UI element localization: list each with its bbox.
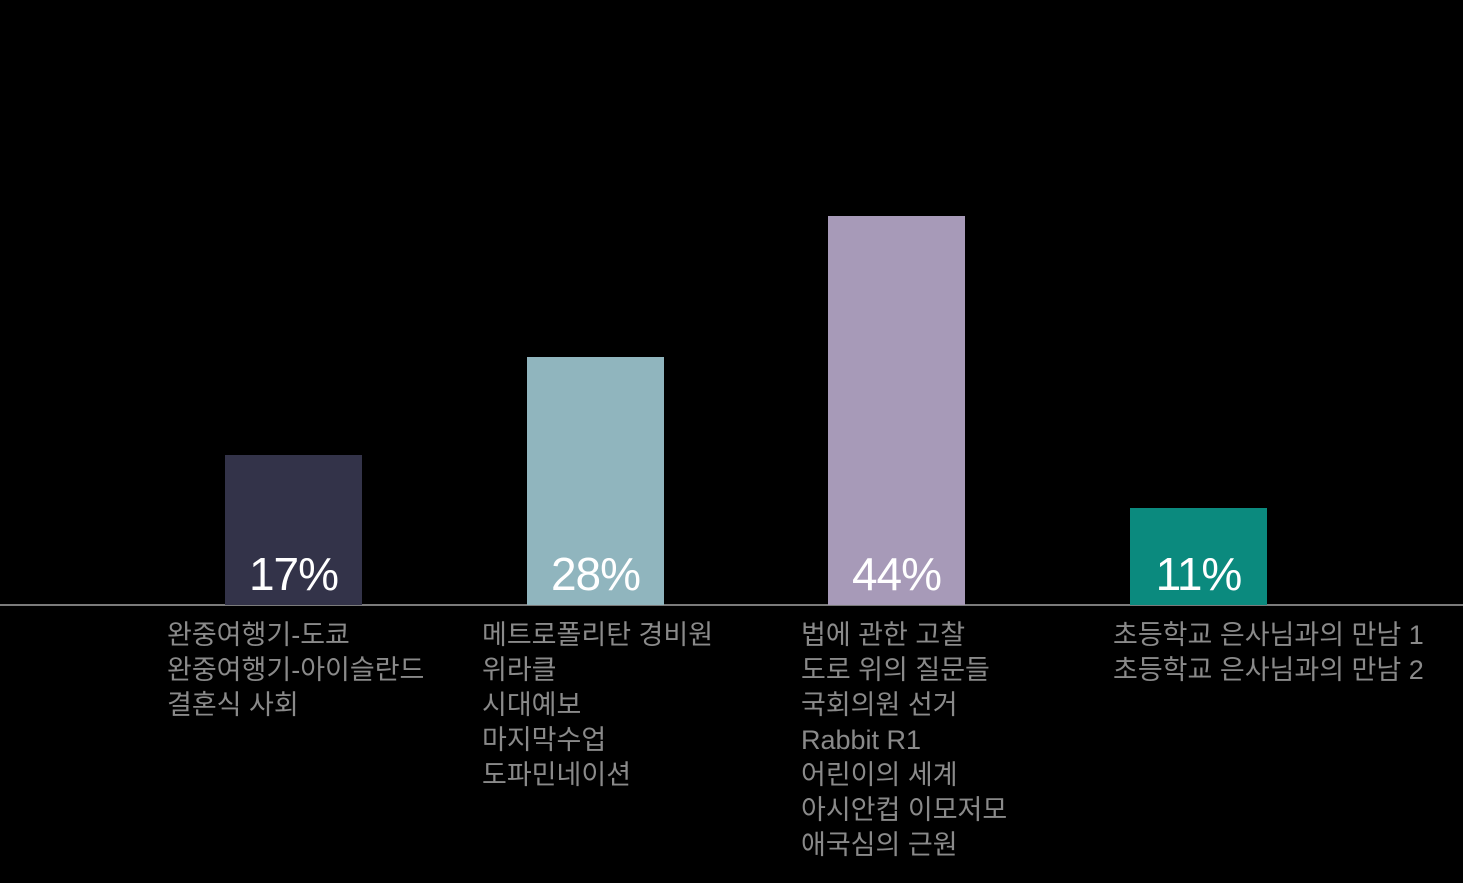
category-label-list: 초등학교 은사님과의 만남 1 초등학교 은사님과의 만남 2 [1113, 618, 1424, 688]
category-item: 초등학교 은사님과의 만남 1 [1113, 620, 1424, 650]
category-item: 도로 위의 질문들 [801, 655, 990, 685]
category-item: 완중여행기-도쿄 [167, 620, 350, 650]
category-item: 시대예보 [482, 690, 582, 720]
category-item: 결혼식 사회 [167, 690, 299, 720]
bar-value-label: 17% [248, 548, 339, 600]
bar-value-label: 28% [550, 548, 641, 600]
x-axis-line [0, 604, 1463, 606]
bar-1: 17% [225, 455, 362, 605]
category-item: 국회의원 선거 [801, 690, 958, 720]
category-item: 아시안컵 이모저모 [801, 795, 1008, 825]
category-item: 어린이의 세계 [801, 760, 958, 790]
category-item: 메트로폴리탄 경비원 [482, 620, 714, 650]
category-item: 마지막수업 [482, 725, 607, 755]
category-item: Rabbit R1 [801, 725, 922, 755]
category-item: 완중여행기-아이슬란드 [167, 655, 425, 685]
bar-3: 44% [828, 216, 965, 605]
bar-2: 28% [527, 357, 664, 605]
category-item: 초등학교 은사님과의 만남 2 [1113, 655, 1424, 685]
category-item: 위라클 [482, 655, 557, 685]
bar-value-label: 44% [851, 548, 942, 600]
bar-value-label: 11% [1155, 548, 1243, 600]
category-item: 도파민네이션 [482, 760, 632, 790]
bar-4: 11% [1130, 508, 1267, 605]
category-item: 법에 관한 고찰 [801, 620, 966, 650]
category-item: 애국심의 근원 [801, 830, 958, 860]
